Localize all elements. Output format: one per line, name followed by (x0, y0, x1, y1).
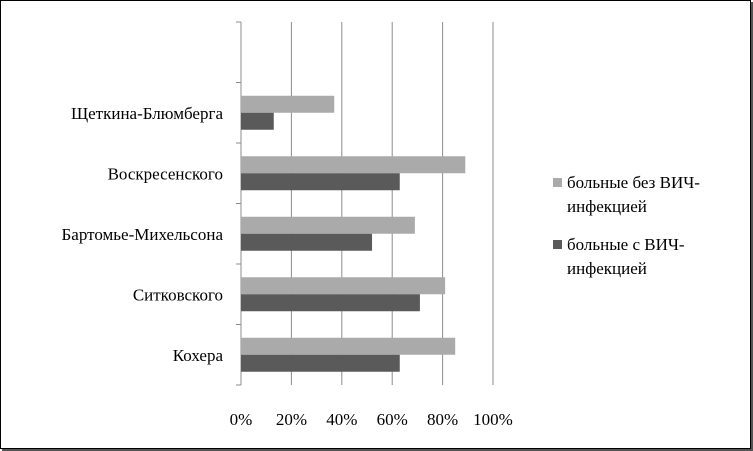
category-label-1: Ситковского (133, 285, 223, 304)
bar-series0-cat4 (241, 95, 335, 113)
x-tick-label-3: 60% (377, 410, 408, 429)
category-label-2: Бартомье-Михельсона (62, 225, 224, 244)
category-label-0: Кохера (173, 346, 224, 365)
x-tick-label-4: 80% (427, 410, 458, 429)
bar-series0-cat3 (241, 156, 466, 174)
legend-swatch-0 (553, 178, 562, 187)
legend-label-0-line1: инфекцией (567, 197, 647, 216)
bar-series0-cat0 (241, 337, 456, 355)
x-tick-label-1: 20% (276, 410, 307, 429)
legend-label-1-line0: больные с ВИЧ- (567, 235, 685, 254)
x-tick-label-5: 100% (473, 410, 513, 429)
legend-label-1-line1: инфекцией (567, 259, 647, 278)
category-label-3: Воскресенского (108, 164, 223, 183)
bar-series1-cat1 (241, 294, 420, 312)
legend-label-0-line0: больные без ВИЧ- (567, 173, 700, 192)
bar-series0-cat2 (241, 216, 415, 234)
x-tick-label-0: 0% (230, 410, 253, 429)
bar-series1-cat4 (241, 112, 274, 130)
bar-series0-cat1 (241, 277, 446, 295)
x-tick-label-2: 40% (326, 410, 357, 429)
bar-series1-cat0 (241, 354, 400, 372)
category-label-4: Щеткина-Блюмберга (71, 104, 223, 123)
bar-series1-cat3 (241, 173, 400, 191)
bar-series1-cat2 (241, 233, 373, 251)
legend-swatch-1 (553, 240, 562, 249)
